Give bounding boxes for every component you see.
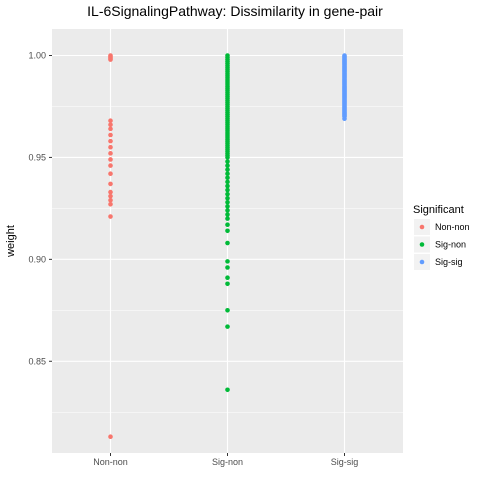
data-point (225, 175, 230, 181)
data-point (108, 163, 113, 168)
data-point (225, 195, 230, 201)
data-point (108, 202, 113, 207)
data-point (342, 116, 347, 121)
data-point (225, 208, 230, 213)
data-point (225, 187, 230, 193)
data-point (108, 138, 113, 144)
y-axis-title: weight (5, 225, 17, 258)
legend-label: Sig-sig (435, 257, 463, 267)
data-point (225, 199, 230, 205)
data-point (225, 159, 230, 164)
legend: Significant Non-non Sig-non Sig-sig (413, 204, 470, 270)
chart-title: IL-6SignalingPathway: Dissimilarity in g… (87, 3, 383, 19)
data-point (108, 434, 113, 439)
data-point (225, 171, 230, 177)
data-point (108, 171, 113, 177)
legend-label: Non-non (435, 222, 470, 232)
data-point (108, 189, 113, 195)
data-point (225, 155, 230, 160)
data-point (225, 240, 230, 246)
legend-marker (419, 242, 425, 247)
legend-title: Significant (413, 204, 464, 216)
x-tick-label: Sig-non (212, 457, 243, 467)
x-tick-label: Non-non (93, 457, 128, 467)
data-point (108, 214, 113, 219)
data-point (108, 126, 113, 132)
data-point (225, 275, 230, 280)
data-point (225, 204, 230, 209)
data-point (108, 144, 113, 150)
data-point (225, 281, 230, 287)
data-point (108, 157, 113, 162)
data-point (108, 151, 113, 156)
data-point (225, 259, 230, 264)
data-point (225, 212, 230, 217)
x-tick-label: Sig-sig (331, 457, 359, 467)
data-point (225, 163, 230, 168)
data-point (225, 167, 230, 172)
data-point (225, 179, 230, 185)
y-tick-label: 0.85 (28, 356, 46, 366)
data-point (225, 222, 230, 227)
data-point (108, 118, 113, 124)
data-point (225, 183, 230, 189)
data-point (225, 228, 230, 234)
legend-marker (419, 224, 425, 230)
y-axis: 0.85 0.90 0.95 1.00 (28, 51, 52, 366)
data-point (108, 57, 113, 62)
data-point (108, 132, 113, 138)
legend-marker (419, 259, 425, 265)
y-tick-label: 0.95 (28, 152, 46, 162)
data-point (225, 308, 230, 313)
data-point (225, 191, 230, 197)
data-point (225, 216, 230, 221)
data-point (108, 193, 113, 199)
y-tick-label: 0.90 (28, 254, 46, 264)
data-point (108, 197, 113, 203)
legend-label: Sig-non (435, 240, 466, 250)
data-point (225, 324, 230, 329)
data-point (108, 181, 113, 187)
data-points (108, 53, 347, 439)
x-axis: Non-non Sig-non Sig-sig (93, 453, 358, 467)
y-tick-label: 1.00 (28, 51, 46, 61)
data-point (225, 387, 230, 393)
data-point (225, 265, 230, 270)
data-point (108, 122, 113, 128)
